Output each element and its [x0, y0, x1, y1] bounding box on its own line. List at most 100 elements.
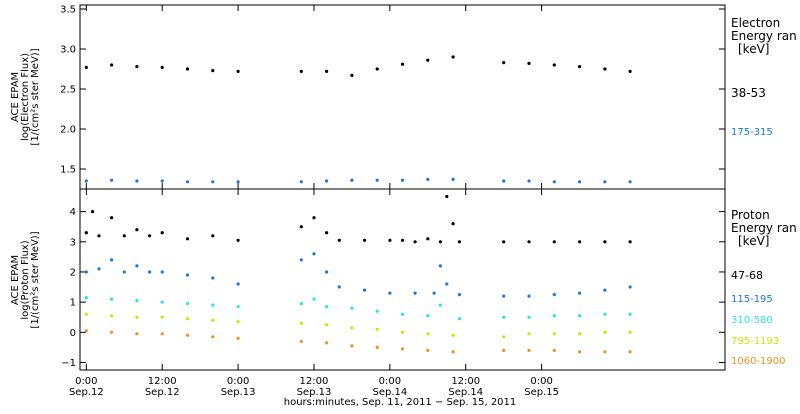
data-point [211, 276, 215, 280]
data-point [160, 332, 164, 336]
data-point [135, 264, 139, 268]
data-point [135, 228, 139, 232]
proton-legend-115-195: 115-195 [731, 294, 773, 305]
data-point [84, 270, 88, 274]
data-point [135, 179, 139, 183]
data-point [457, 317, 461, 321]
data-point [299, 321, 303, 325]
data-point [325, 323, 329, 327]
data-point [135, 299, 139, 303]
data-point [110, 314, 114, 318]
data-point [502, 294, 506, 298]
proton-legend-title-2: Energy ran [731, 221, 797, 235]
data-point [578, 332, 582, 336]
data-point [350, 306, 354, 310]
data-point [185, 302, 190, 306]
data-point [451, 350, 455, 354]
data-point [312, 252, 316, 256]
data-point [350, 178, 354, 182]
data-point [185, 317, 190, 321]
data-point [299, 180, 303, 184]
data-point [502, 61, 506, 65]
data-point [502, 348, 506, 352]
data-point [388, 291, 392, 295]
data-point [552, 180, 556, 184]
y-tick-label: 2.0 [60, 125, 76, 136]
data-point [122, 234, 126, 238]
data-point [527, 240, 531, 244]
electron-legend-title-2: Energy ran [731, 29, 797, 43]
data-point [160, 179, 164, 183]
x-axis-title: hours:minutes, Sep. 11, 2011 − Sep. 15, … [284, 397, 517, 408]
data-point [350, 73, 354, 77]
proton-legend-795-1193: 795-1193 [731, 336, 779, 347]
data-point [426, 237, 430, 241]
electron-panel-frame [79, 4, 726, 190]
proton-legend-47-68: 47-68 [731, 269, 763, 282]
data-point [350, 326, 354, 330]
x-tick-date-label: Sep.15 [524, 387, 559, 398]
data-point [363, 288, 367, 292]
x-tick-date-label: Sep.12 [69, 387, 104, 398]
data-point [135, 332, 139, 336]
data-point [451, 55, 455, 59]
data-point [578, 291, 582, 295]
data-point [211, 180, 215, 184]
x-tick-date-label: Sep.14 [448, 387, 483, 398]
data-point [211, 234, 215, 238]
data-point [578, 180, 582, 184]
x-tick-date-label: Sep.14 [372, 387, 407, 398]
data-point [438, 240, 442, 244]
data-point [502, 315, 506, 319]
data-point [84, 65, 88, 69]
data-point [160, 315, 164, 319]
data-point [325, 69, 329, 73]
data-point [628, 312, 632, 316]
proton-ylabel-line-3: [1/(cm²s ster MeV)] [30, 231, 41, 328]
data-point [603, 312, 607, 316]
data-point [502, 335, 506, 339]
data-point [426, 314, 430, 318]
data-point [552, 314, 556, 318]
data-point [110, 178, 114, 182]
data-point [527, 348, 531, 352]
data-point [185, 333, 190, 337]
x-tick-time-label: 0:00 [530, 376, 552, 387]
data-point [603, 350, 607, 354]
data-point [299, 258, 303, 262]
data-point [236, 282, 240, 286]
electron-ylabel-line-2: log(Electron Flux) [20, 53, 31, 141]
proton-ylabel-line-1: ACE EPAM [10, 255, 21, 305]
y-tick-label: 1.5 [60, 165, 76, 176]
data-point [628, 330, 632, 334]
x-tick-date-label: Sep.13 [297, 387, 332, 398]
data-point [426, 58, 430, 62]
proton-ylabel-line-2: log(Proton Flux) [20, 240, 31, 319]
data-point [325, 231, 329, 235]
data-point [375, 178, 379, 182]
data-point [110, 63, 114, 67]
data-point [603, 288, 607, 292]
data-point [628, 240, 632, 244]
data-point [312, 216, 316, 220]
data-point [211, 335, 215, 339]
y-tick-label: 4 [70, 207, 76, 218]
data-point [84, 312, 88, 316]
data-point [160, 270, 164, 274]
data-point [502, 240, 506, 244]
data-point [122, 270, 126, 274]
data-point [388, 238, 392, 242]
data-point [185, 180, 190, 184]
data-point [325, 341, 329, 345]
electron-ylabel-line-1: ACE EPAM [10, 72, 21, 122]
data-point [135, 315, 139, 319]
y-tick-label: 2 [70, 267, 76, 278]
x-tick-date-label: Sep.13 [221, 387, 256, 398]
data-point [337, 285, 341, 289]
data-point [426, 177, 430, 181]
data-point [375, 345, 379, 349]
data-point [628, 285, 632, 289]
data-point [97, 267, 101, 271]
data-point [84, 231, 88, 235]
data-point [400, 330, 405, 334]
